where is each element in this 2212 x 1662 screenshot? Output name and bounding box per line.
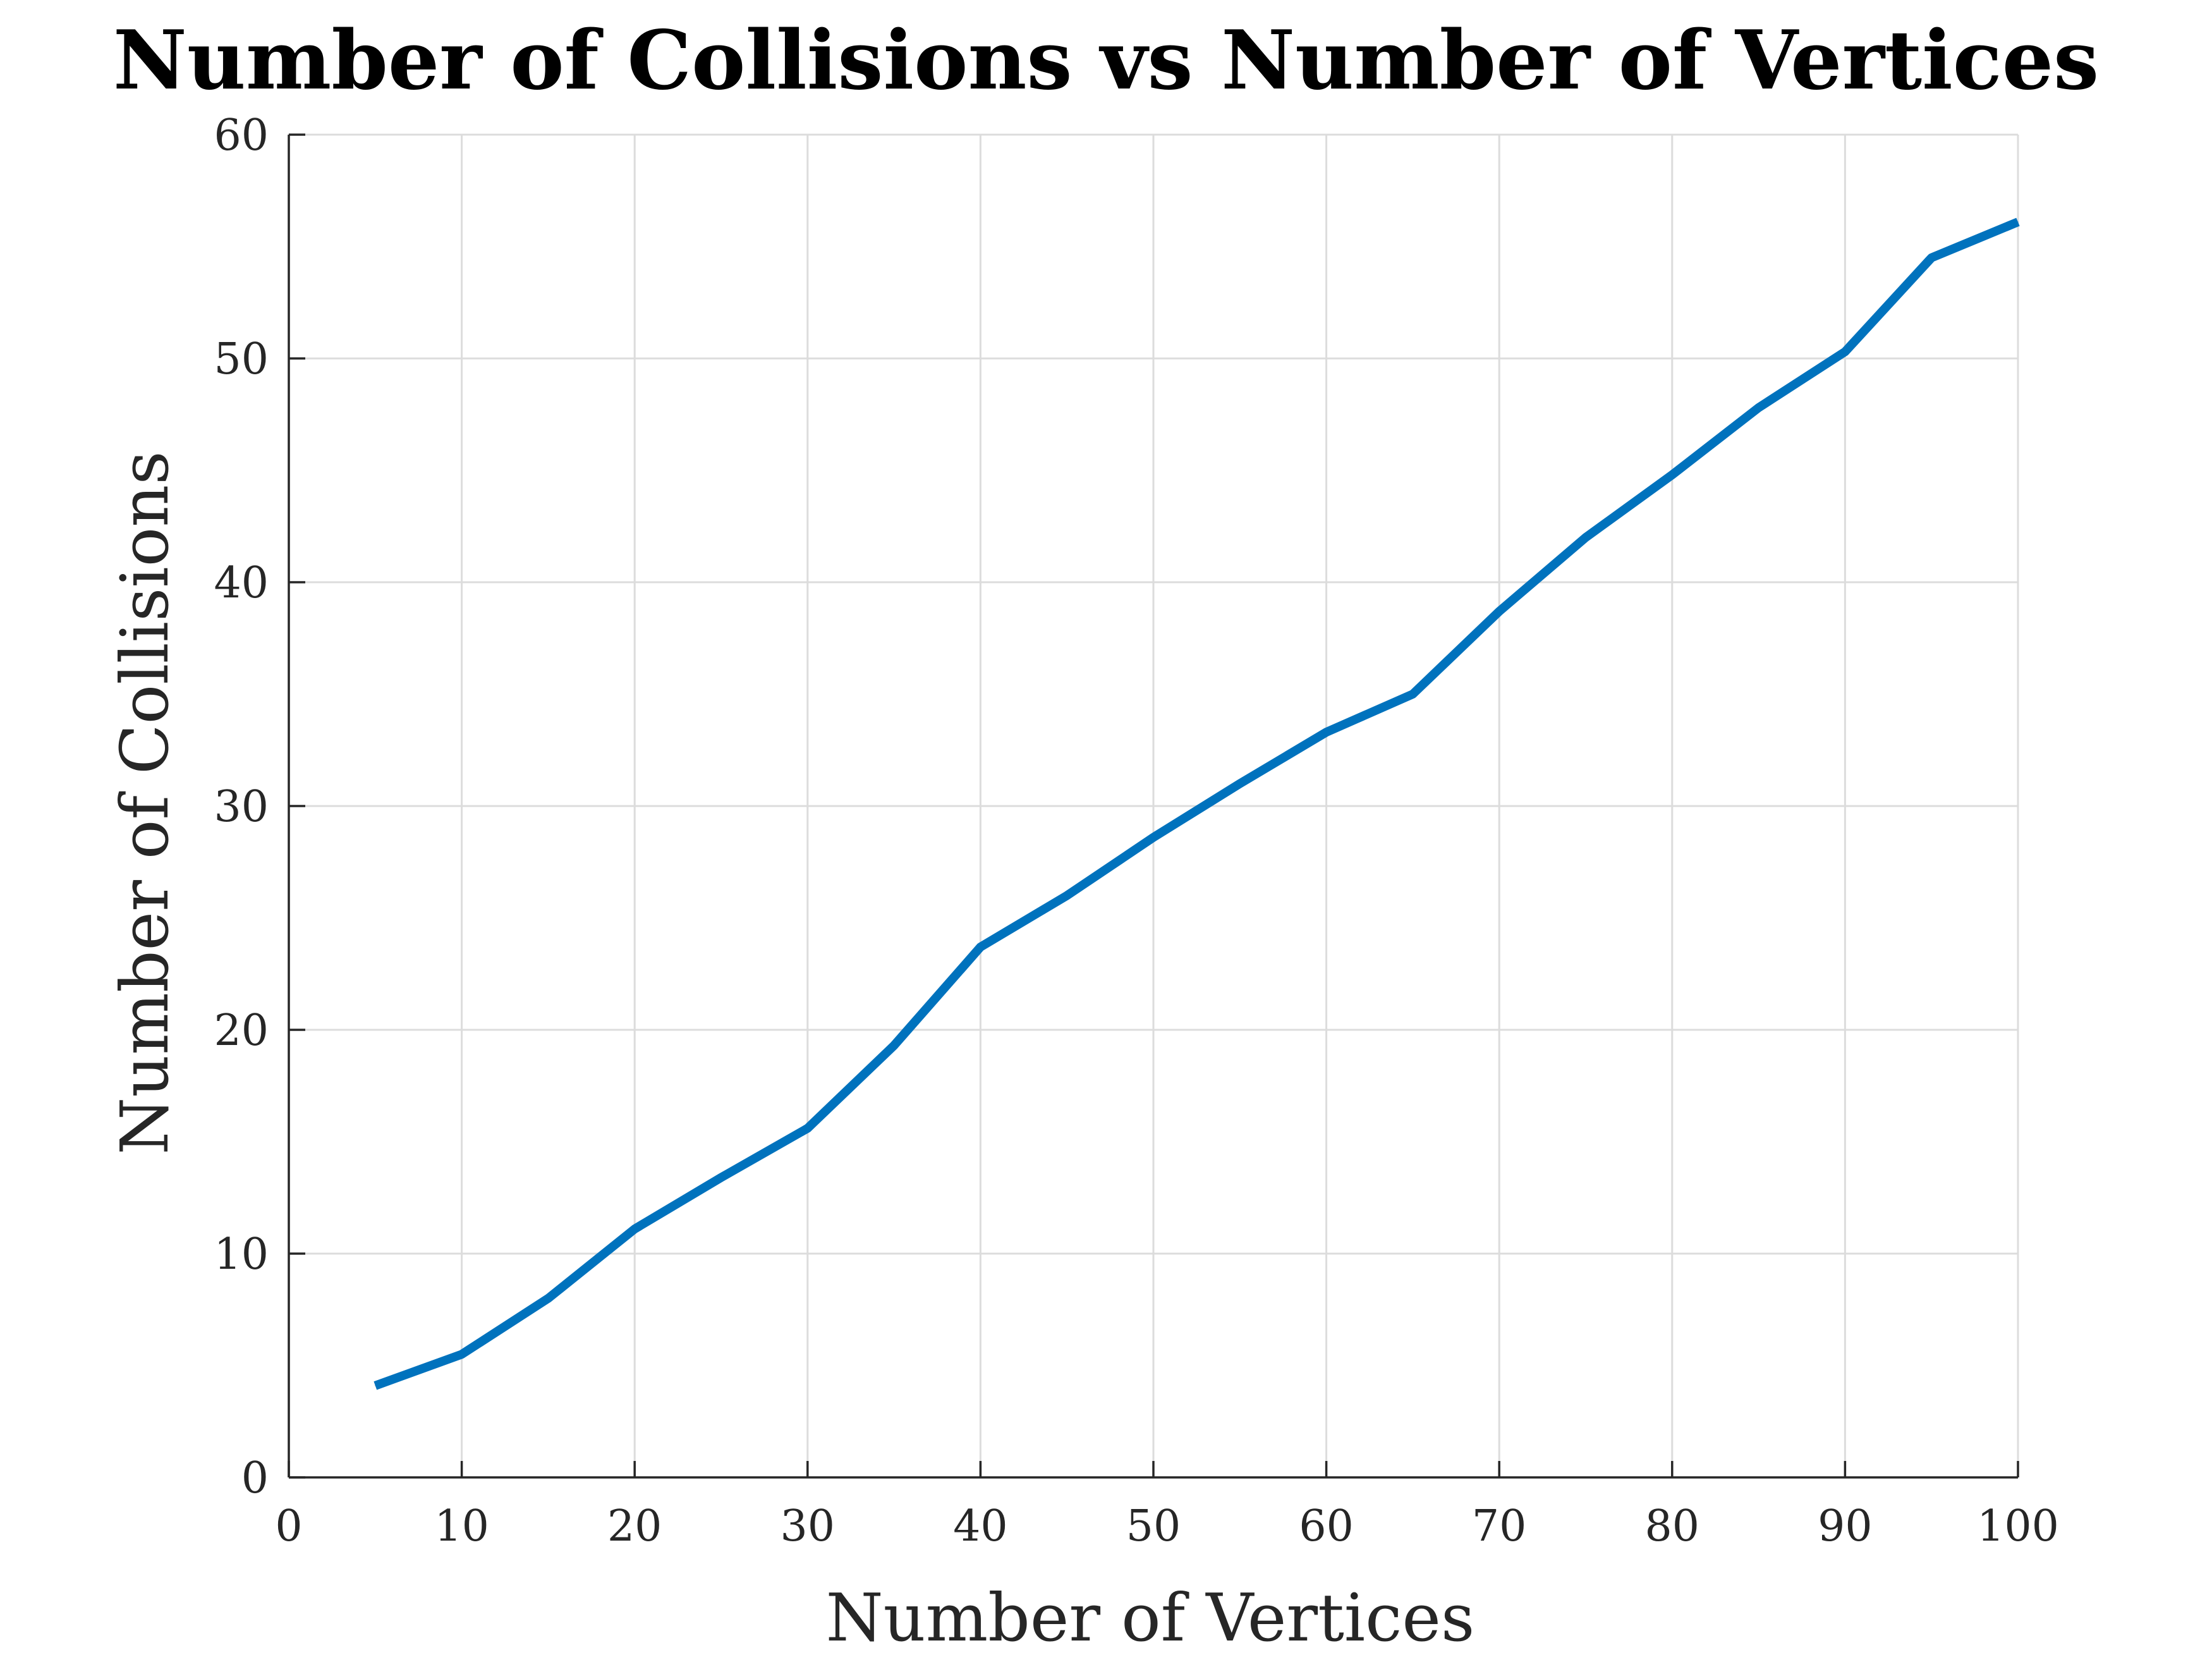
y-tick-label: 30	[214, 782, 269, 832]
x-tick-label: 60	[1299, 1501, 1354, 1551]
x-tick-label: 10	[434, 1501, 489, 1551]
x-tick-label: 90	[1818, 1501, 1873, 1551]
y-tick-label: 50	[214, 334, 269, 384]
y-tick-label: 0	[241, 1453, 269, 1503]
x-tick-label: 40	[953, 1501, 1008, 1551]
y-tick-label: 60	[214, 111, 269, 161]
tick-labels: 0 10 20 30 40 50 60 70 80 90 100 0 10 20 30 40 50 60	[214, 111, 2058, 1551]
y-tick-label: 20	[214, 1006, 269, 1056]
x-axis-label: Number of Vertices	[826, 1579, 1475, 1656]
x-tick-label: 30	[781, 1501, 836, 1551]
x-tick-label: 70	[1472, 1501, 1527, 1551]
data-point	[461, 1353, 463, 1355]
series	[374, 217, 2020, 1390]
data-point	[2017, 221, 2019, 223]
x-tick-label: 0	[275, 1501, 302, 1551]
data-point	[1931, 257, 1932, 259]
data-point	[1326, 731, 1327, 733]
data-point	[1498, 611, 1500, 612]
y-axis-label: Number of Collisions	[106, 451, 183, 1154]
data-point	[720, 1177, 722, 1178]
x-tick-label: 50	[1126, 1501, 1181, 1551]
data-point	[1153, 837, 1154, 838]
data-point	[1758, 407, 1759, 408]
data-point	[980, 946, 981, 948]
y-tick-label: 40	[214, 558, 269, 608]
x-tick-label: 100	[1977, 1501, 2059, 1551]
grid	[289, 133, 2019, 1477]
x-tick-label: 80	[1645, 1501, 1700, 1551]
data-point	[1239, 783, 1241, 785]
x-tick-label: 20	[607, 1501, 662, 1551]
y-tick-label: 10	[214, 1230, 269, 1280]
series-line	[374, 217, 2020, 1390]
axes	[288, 133, 2019, 1479]
chart-title: Number of Collisions vs Number of Vertic…	[113, 13, 2099, 108]
